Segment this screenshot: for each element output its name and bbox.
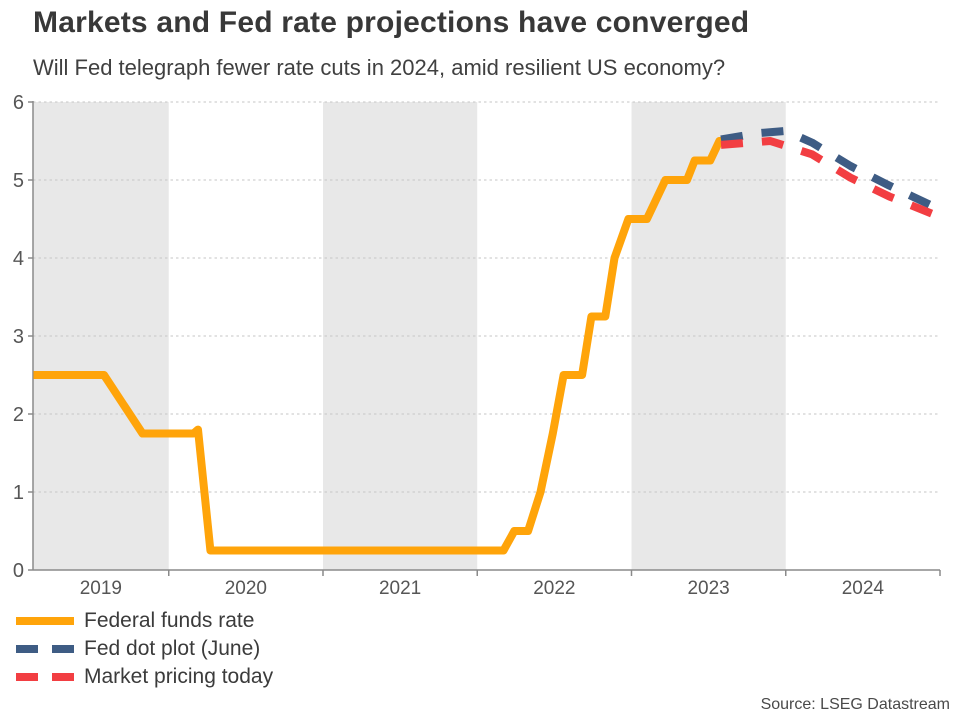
y-tick-label: 0 xyxy=(13,560,24,582)
y-tick-label: 5 xyxy=(13,170,24,192)
source-attribution: Source: LSEG Datastream xyxy=(760,696,950,713)
y-tick-label: 6 xyxy=(13,92,24,114)
year-band xyxy=(322,102,478,570)
chart-title: Markets and Fed rate projections have co… xyxy=(33,6,750,39)
legend-label-federal-funds-rate: Federal funds rate xyxy=(84,609,255,632)
legend-swatch-dashed-line-icon xyxy=(16,645,74,653)
x-tick-label: 2021 xyxy=(379,578,421,599)
chart-subtitle: Will Fed telegraph fewer rate cuts in 20… xyxy=(33,55,726,80)
series-line-fed-dot-plot xyxy=(720,126,938,211)
x-tick-label: 2020 xyxy=(225,578,267,599)
y-tick-label: 3 xyxy=(13,326,24,348)
legend-item-market-pricing: Market pricing today xyxy=(16,663,273,691)
legend-label-market-pricing: Market pricing today xyxy=(84,665,274,688)
y-tick-label: 2 xyxy=(13,404,24,426)
chart-legend: Federal funds rate Fed dot plot (June) M… xyxy=(16,607,273,691)
x-tick-label: 2023 xyxy=(687,578,729,599)
legend-swatch-dashed-line-icon xyxy=(16,673,74,681)
x-tick-label: 2022 xyxy=(533,578,575,599)
series-line-market-pricing xyxy=(720,137,937,219)
x-tick-label: 2019 xyxy=(80,578,122,599)
legend-item-federal-funds-rate: Federal funds rate xyxy=(16,607,273,635)
y-tick-label: 1 xyxy=(13,482,24,504)
legend-item-fed-dot-plot: Fed dot plot (June) xyxy=(16,635,273,663)
legend-swatch-solid-line-icon xyxy=(16,617,74,625)
x-tick-label: 2024 xyxy=(842,578,885,599)
legend-label-fed-dot-plot: Fed dot plot (June) xyxy=(84,637,261,660)
series-line-federal-funds-rate xyxy=(33,137,724,555)
y-tick-label: 4 xyxy=(13,248,24,270)
